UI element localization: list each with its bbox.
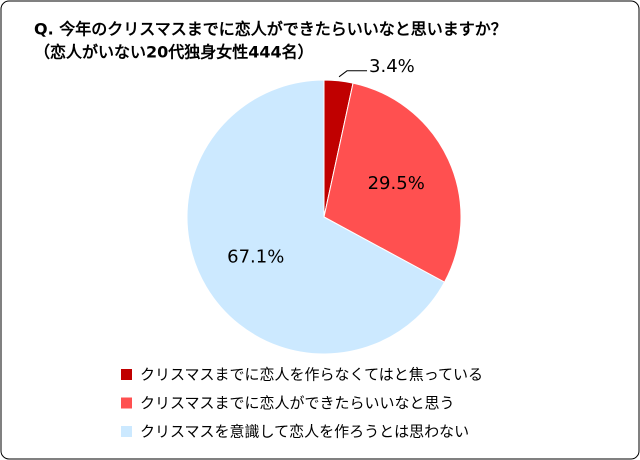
data-label: 3.4% [369, 56, 415, 77]
chart-subtitle: （恋人がいない20代独身女性444名） [34, 43, 314, 62]
legend-label: クリスマスまでに恋人を作らなくてはと焦っている [140, 366, 483, 384]
data-label: 67.1% [227, 247, 284, 268]
legend-label: クリスマスを意識して恋人を作ろうとは思わない [140, 423, 469, 441]
leader-line [338, 70, 368, 78]
legend-swatch [121, 369, 132, 380]
data-label: 29.5% [368, 173, 425, 194]
pie-slice [186, 79, 446, 355]
chart-title: Q. 今年のクリスマスまでに恋人ができたらいいなと思いますか？ [34, 20, 507, 39]
pie-slice [323, 82, 462, 283]
legend-swatch [121, 426, 132, 437]
legend-swatch [121, 397, 132, 409]
legend-label: クリスマスまでに恋人ができたらいいなと思う [140, 394, 455, 412]
